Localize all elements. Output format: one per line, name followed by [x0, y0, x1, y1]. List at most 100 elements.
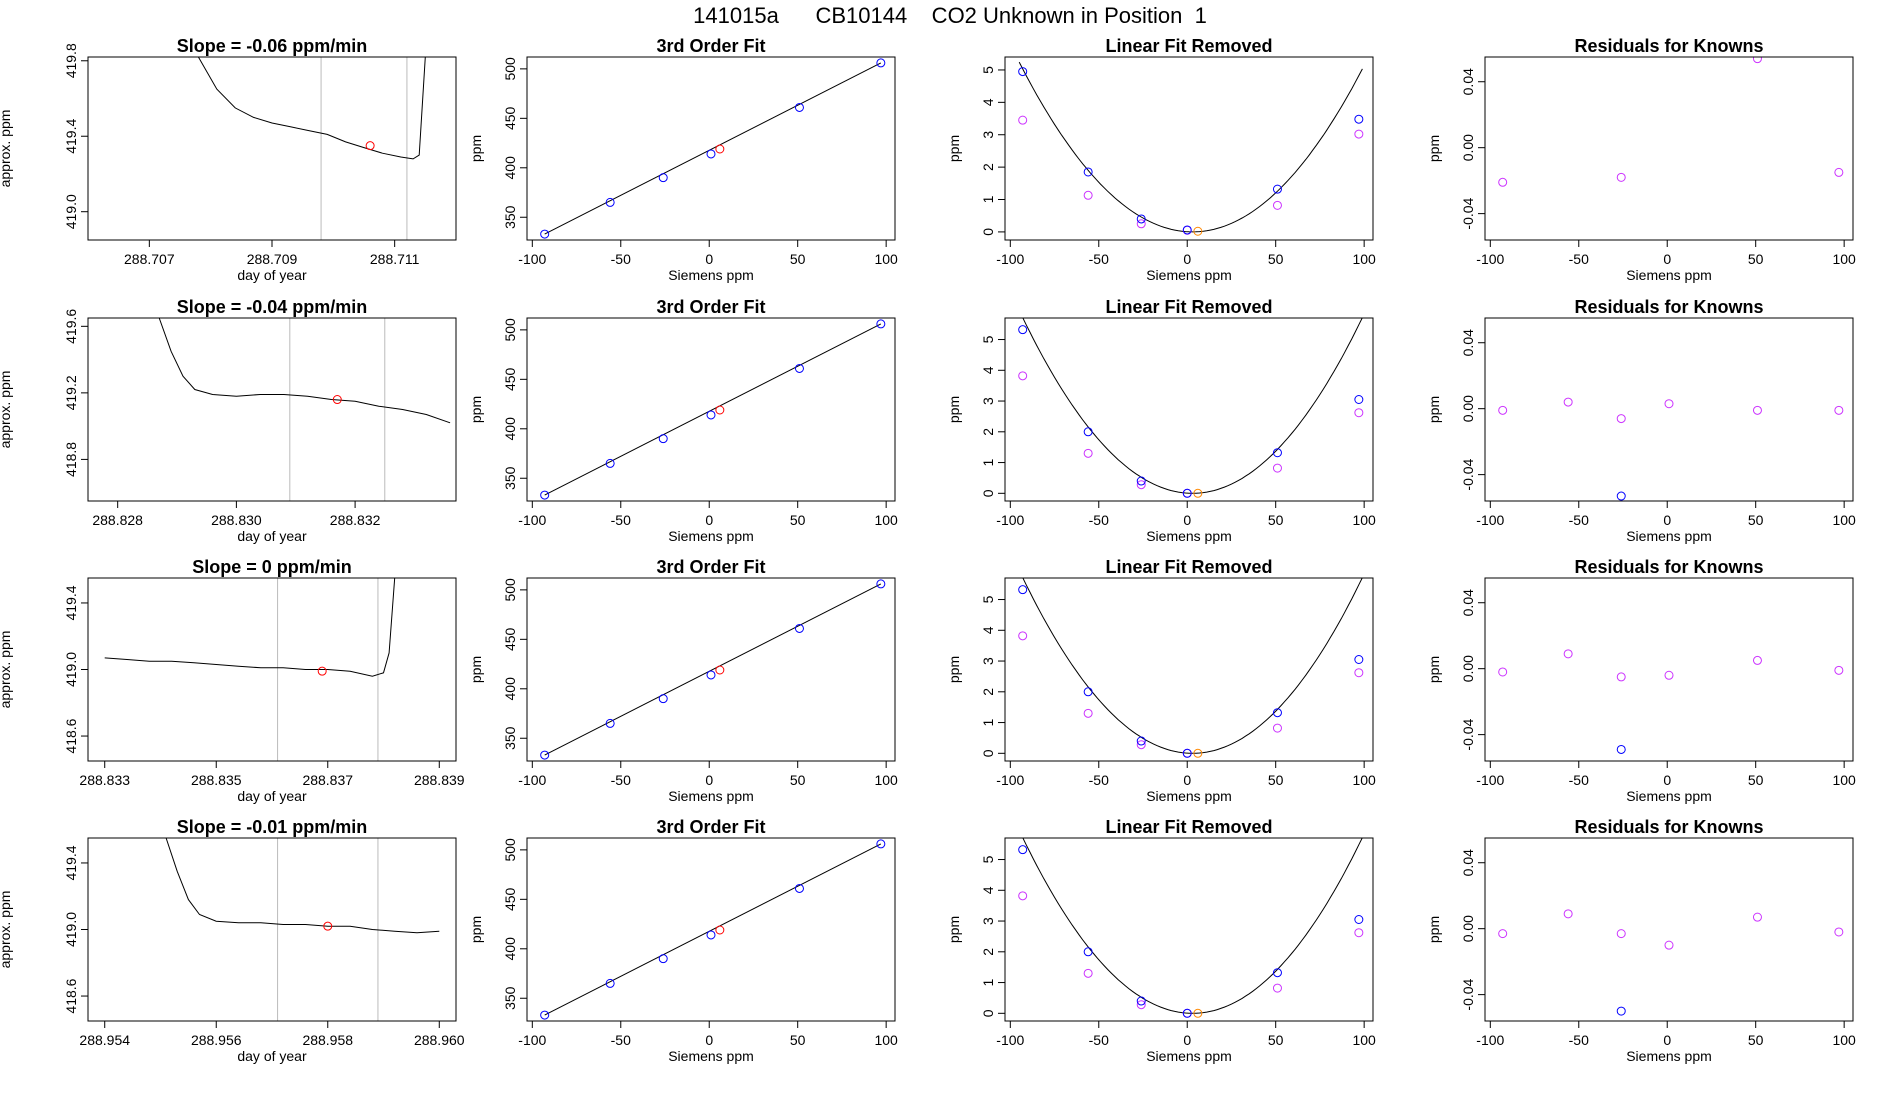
panel-r1c1: Slope = -0.06 ppm/min 288.707 288.709 288.7…	[0, 36, 457, 283]
x-tick-label: 50	[790, 772, 806, 788]
panel-r3c2: 3rd Order Fit -100 -50 0 50 100 350 400 450 500 Si…	[468, 557, 898, 804]
y-tick-label: 4	[980, 98, 996, 106]
y-axis-label: ppm	[1426, 916, 1442, 943]
y-tick-label: 419.4	[63, 585, 79, 620]
residual-point	[1834, 405, 1844, 415]
x-tick-label: 0	[1663, 1032, 1671, 1048]
residual-point	[1272, 723, 1282, 733]
panel-title: Linear Fit Removed	[1105, 817, 1272, 837]
known-point	[706, 410, 716, 420]
unknown-point	[715, 665, 725, 675]
x-tick-label: 0	[705, 251, 713, 267]
residual-point	[1354, 129, 1364, 139]
panel-title: Residuals for Knowns	[1574, 817, 1763, 837]
panel-title: Slope = -0.06 ppm/min	[177, 36, 368, 56]
x-tick-label: 50	[790, 1032, 806, 1048]
x-tick-label: 288.835	[191, 772, 242, 788]
x-tick-label: -100	[996, 1032, 1024, 1048]
known-point	[540, 229, 550, 239]
x-axis-label: Siemens ppm	[1626, 1048, 1712, 1064]
x-tick-label: 0	[705, 1032, 713, 1048]
y-tick-label: 419.0	[63, 194, 79, 229]
x-tick-label: -50	[1569, 1032, 1589, 1048]
plot-area	[1498, 649, 1844, 754]
x-axis-label: day of year	[237, 528, 307, 544]
y-tick-label: 0.04	[1460, 68, 1476, 95]
residual-point	[1664, 940, 1674, 950]
known-point	[1136, 476, 1146, 486]
figure-title: 141015a CB10144 CO2 Unknown in Position …	[693, 3, 1207, 28]
x-tick-label: -100	[996, 772, 1024, 788]
residual-point	[1136, 1000, 1146, 1010]
plot-frame	[1484, 837, 1854, 1022]
residual-point	[1498, 929, 1508, 939]
x-tick-label: -100	[518, 512, 546, 528]
x-tick-label: 288.828	[92, 512, 143, 528]
panel-r2c1: Slope = -0.04 ppm/min 288.828 288.830 288.8…	[0, 297, 457, 544]
known-point	[1083, 947, 1093, 957]
panel-title: Linear Fit Removed	[1105, 36, 1272, 56]
x-tick-label: -50	[1569, 251, 1589, 267]
plot-area	[540, 319, 886, 500]
panel-title: 3rd Order Fit	[656, 297, 765, 317]
plot-frame	[1484, 317, 1854, 502]
plot-area	[540, 839, 886, 1020]
unknown-point	[715, 925, 725, 935]
series-line	[104, 578, 396, 677]
panel-r3c4: Residuals for Knowns -100 -50 0 50 100 -0.04 0.…	[1426, 557, 1856, 804]
panel-title: 3rd Order Fit	[656, 557, 765, 577]
x-tick-label: 288.832	[330, 512, 381, 528]
y-tick-label: 5	[980, 855, 996, 863]
residual-point	[1834, 167, 1844, 177]
residual-point	[1018, 891, 1028, 901]
x-tick-label: 100	[1352, 1032, 1376, 1048]
y-tick-label: 0.04	[1460, 589, 1476, 616]
x-tick-label: 100	[1352, 512, 1376, 528]
y-tick-label: 2	[980, 948, 996, 956]
x-axis-label: Siemens ppm	[668, 267, 754, 283]
known-point	[1018, 325, 1028, 335]
plot-frame	[526, 56, 896, 241]
known-point	[876, 319, 886, 329]
y-tick-label: -0.04	[1460, 718, 1476, 750]
y-tick-label: 500	[502, 838, 518, 862]
plot-frame	[526, 577, 896, 762]
x-tick-label: -100	[1476, 772, 1504, 788]
x-tick-label: 100	[874, 772, 898, 788]
residual-point	[1354, 408, 1364, 418]
known-point	[1136, 736, 1146, 746]
x-tick-label: 50	[1748, 251, 1764, 267]
panel-title: Residuals for Knowns	[1574, 36, 1763, 56]
known-point	[1018, 67, 1028, 77]
known-point	[540, 490, 550, 500]
known-point	[876, 579, 886, 589]
residual-point	[1616, 929, 1626, 939]
residual-point	[1616, 172, 1626, 182]
fit-curve	[1022, 318, 1363, 494]
y-tick-label: 1	[980, 195, 996, 203]
y-axis-label: ppm	[468, 916, 484, 943]
residual-point	[1563, 397, 1573, 407]
known-point	[605, 978, 615, 988]
fit-curve	[1018, 61, 1363, 233]
x-tick-label: 50	[790, 512, 806, 528]
plot-frame	[526, 317, 896, 502]
unknown-point	[1193, 748, 1203, 758]
y-tick-label: 419.0	[63, 912, 79, 947]
plot-area	[1018, 61, 1364, 236]
plot-frame	[87, 837, 457, 1022]
residual-point	[1498, 177, 1508, 187]
y-axis-label: approx. ppm	[0, 631, 13, 709]
panel-r4c4: Residuals for Knowns -100 -50 0 50 100 -0.04 0.…	[1426, 817, 1856, 1064]
y-tick-label: -0.04	[1460, 197, 1476, 229]
x-axis-label: Siemens ppm	[1626, 528, 1712, 544]
y-tick-label: 0.00	[1460, 915, 1476, 942]
y-tick-label: -0.04	[1460, 978, 1476, 1010]
known-point	[876, 58, 886, 68]
plot-area	[104, 578, 396, 761]
x-tick-label: 100	[1352, 251, 1376, 267]
residual-point	[1083, 448, 1093, 458]
y-axis-label: ppm	[1426, 135, 1442, 162]
panel-r4c2: 3rd Order Fit -100 -50 0 50 100 350 400 450 500 Si…	[468, 817, 898, 1064]
plot-area	[158, 318, 451, 501]
